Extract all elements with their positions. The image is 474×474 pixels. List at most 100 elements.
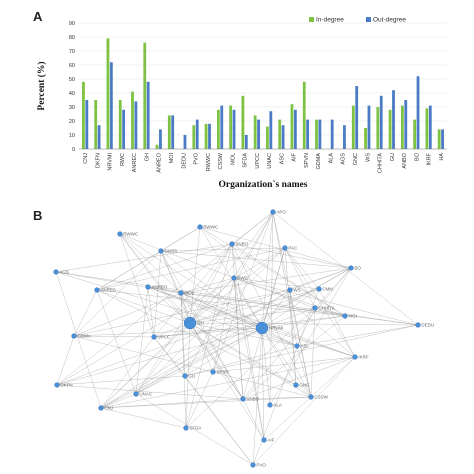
network-edge <box>261 315 346 329</box>
x-category-label: NRVMI <box>108 153 114 171</box>
network-node <box>231 275 237 281</box>
network-edge <box>100 336 155 409</box>
network-edge <box>160 250 244 400</box>
bar-in-degree <box>216 109 220 149</box>
network-edge <box>55 271 102 409</box>
network-edge <box>180 292 356 358</box>
bar-out-degree <box>367 105 371 149</box>
network-edge <box>100 322 191 409</box>
x-category-label: UNAC <box>267 153 273 169</box>
bar-in-degree <box>155 144 159 149</box>
network-edge <box>185 243 233 429</box>
network-node-label: BO <box>354 266 361 271</box>
network-node <box>183 425 189 431</box>
bar-out-degree <box>416 76 420 149</box>
network-edge <box>261 211 274 329</box>
bar-in-degree <box>315 119 318 149</box>
y-tick-label: 80 <box>69 35 75 41</box>
network-node-label: GUSS <box>164 249 177 254</box>
bar-in-degree <box>364 128 367 149</box>
network-node <box>240 396 246 402</box>
network-edge <box>242 267 352 400</box>
network-edge <box>56 335 75 386</box>
network-edge <box>212 277 235 373</box>
network-node <box>316 286 322 292</box>
network-edge <box>73 289 98 337</box>
panel-a-letter: A <box>33 9 43 24</box>
network-edge <box>153 322 191 338</box>
network-edge <box>314 307 346 317</box>
network-node-label: ANREC <box>100 288 117 293</box>
bar-in-degree <box>400 105 404 149</box>
network-edge <box>147 286 263 329</box>
network-node <box>255 321 269 335</box>
network-edge <box>189 226 201 324</box>
network-node <box>117 231 123 237</box>
network-edge <box>135 247 286 395</box>
network-edge <box>180 292 298 347</box>
x-category-label: BO <box>414 152 420 161</box>
network-node <box>293 382 299 388</box>
x-category-label: SPVN <box>304 153 310 168</box>
bar-chart-panel: A 0 10 20 30 40 50 60 70 80 90 CNJ DKFN NRVMI RWC ANR… <box>33 9 447 190</box>
network-edge <box>231 243 346 317</box>
bars <box>82 38 444 150</box>
x-category-label: DKFN <box>95 153 101 168</box>
network-edge <box>189 322 244 400</box>
network-edge <box>184 375 254 466</box>
network-edge <box>119 233 244 400</box>
x-category-label: MOL <box>230 153 236 165</box>
network-edge <box>153 315 346 338</box>
x-category-label: ASC <box>279 153 285 164</box>
network-node-label: PAC <box>288 246 298 251</box>
x-category-label: GNC <box>353 153 359 165</box>
legend-swatch <box>366 17 371 22</box>
network-node-label: NRVMI <box>269 326 283 331</box>
network-node <box>267 402 273 408</box>
network-edge <box>189 247 286 324</box>
y-tick-label: 0 <box>72 147 75 153</box>
network-edge <box>261 327 297 386</box>
bar-out-degree <box>281 125 285 149</box>
network-node-label: PVO <box>256 463 266 468</box>
bar-out-degree <box>392 90 395 149</box>
network-edge <box>189 322 297 386</box>
network-edge <box>100 267 352 409</box>
network-node-label: DEDU <box>421 323 434 328</box>
bar-in-degree <box>290 104 294 149</box>
x-category-label: PVO <box>194 152 200 164</box>
network-edge <box>55 271 182 294</box>
network-edge <box>153 336 186 377</box>
y-tick-label: 60 <box>69 63 75 69</box>
x-category-label: DEDU <box>181 153 187 169</box>
network-edge <box>73 292 182 337</box>
network-edge <box>160 250 263 329</box>
bar-out-degree <box>85 100 89 149</box>
bar-in-degree <box>131 91 134 149</box>
network-edge <box>252 356 356 466</box>
network-edge <box>160 250 352 269</box>
bar-out-degree <box>330 119 334 149</box>
bar-in-degree <box>351 105 355 149</box>
network-edge <box>100 393 137 409</box>
network-node-label: WS <box>293 288 300 293</box>
x-category-label: HA <box>439 153 445 161</box>
network-edge <box>147 286 356 358</box>
bar-in-degree <box>82 81 85 149</box>
network-edge <box>284 247 316 309</box>
bar-out-degree <box>146 81 150 149</box>
y-tick-label: 30 <box>69 105 75 111</box>
x-category-label: AIF <box>292 152 298 161</box>
network-node <box>210 369 216 375</box>
network-edge <box>56 384 244 400</box>
network-node <box>282 245 288 251</box>
network-edge <box>231 243 312 398</box>
network-edge <box>96 289 346 317</box>
network-edge <box>289 289 312 398</box>
bar-out-degree <box>220 105 224 149</box>
network-edge <box>147 286 155 338</box>
network-edge <box>284 247 297 386</box>
bar-out-degree <box>343 125 346 149</box>
network-edge <box>189 322 419 326</box>
network-edge <box>96 289 137 395</box>
